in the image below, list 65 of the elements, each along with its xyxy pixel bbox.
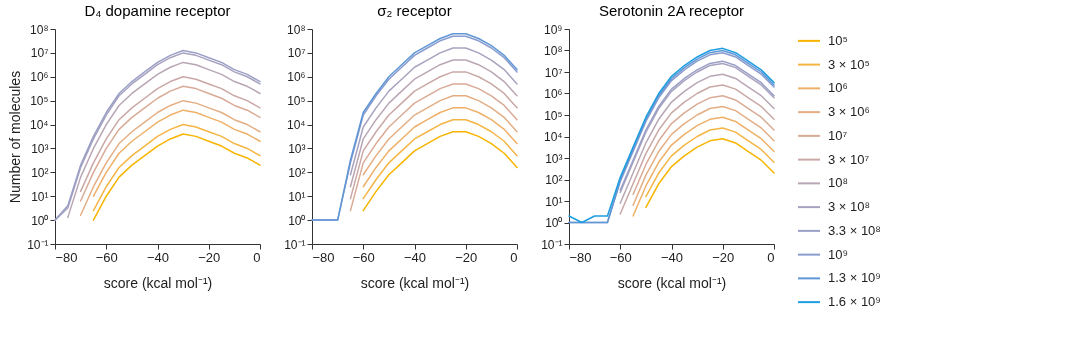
legend-label: 3 × 10⁵ (828, 56, 870, 72)
y-tick-label: 10⁵ (30, 94, 49, 109)
y-tick-label: 10⁶ (30, 70, 49, 85)
y-tick-label: 10² (31, 165, 49, 180)
legend-label: 3.3 × 10⁸ (828, 222, 881, 238)
legend-label: 10⁹ (828, 246, 849, 262)
legend-label: 3 × 10⁶ (828, 104, 870, 120)
y-tick-label: 10³ (545, 151, 563, 166)
x-tick-label: −60 (95, 249, 118, 265)
legend-label: 3 × 10⁷ (828, 151, 870, 167)
x-tick-label: 0 (253, 249, 261, 265)
y-tick-label: 10⁶ (287, 70, 306, 85)
y-tick-label: 10¹ (545, 194, 563, 209)
legend-label: 1.6 × 10⁹ (828, 294, 881, 310)
x-tick-label: −60 (352, 249, 375, 265)
x-tick-label: −80 (569, 249, 592, 265)
x-tick-label: −40 (403, 249, 427, 265)
legend-label: 1.3 × 10⁹ (828, 270, 881, 286)
y-tick-label: 10³ (31, 141, 49, 156)
x-axis-title: score (kcal mol⁻¹) (360, 274, 470, 291)
legend-label: 3 × 10⁸ (828, 199, 870, 215)
x-tick-label: −60 (609, 249, 632, 265)
y-tick-label: 10¹ (288, 189, 306, 204)
y-tick-label: 10² (288, 165, 306, 180)
y-tick-label: 10⁰ (31, 213, 49, 228)
y-tick-label: 10⁰ (288, 213, 306, 228)
y-tick-label: 10⁷ (544, 65, 563, 80)
y-tick-label: 10⁴ (286, 118, 306, 133)
chart-title: Serotonin 2A receptor (598, 2, 745, 19)
y-tick-label: 10⁰ (545, 216, 563, 230)
legend-label: 10⁵ (828, 32, 848, 48)
x-tick-label: −40 (660, 249, 684, 265)
y-tick-label: 10⁵ (287, 94, 306, 109)
x-axis-title: score (kcal mol⁻¹) (103, 274, 213, 291)
y-tick-label: 10⁻¹ (541, 237, 563, 252)
y-tick-label: 10⁻¹ (27, 237, 49, 252)
chart-title: σ₂ receptor (377, 2, 452, 19)
y-tick-label: 10⁻¹ (284, 237, 306, 252)
x-tick-label: 0 (510, 249, 518, 265)
x-tick-label: −20 (455, 249, 478, 265)
legend-label: 10⁶ (828, 80, 848, 96)
y-tick-label: 10⁸ (287, 22, 306, 37)
y-axis-title: Number of molecules (7, 70, 24, 204)
x-tick-label: −80 (55, 249, 78, 265)
y-tick-label: 10⁴ (29, 118, 49, 133)
y-tick-label: 10⁶ (544, 87, 563, 101)
y-tick-label: 10⁴ (543, 130, 563, 144)
x-tick-label: −40 (146, 249, 170, 265)
y-tick-label: 10² (545, 173, 563, 187)
x-axis-title: score (kcal mol⁻¹) (617, 274, 727, 291)
y-tick-label: 10³ (288, 141, 306, 156)
chart-title: D₄ dopamine receptor (84, 2, 231, 19)
y-tick-label: 10¹ (31, 189, 49, 204)
y-tick-label: 10⁹ (544, 22, 563, 37)
y-tick-label: 10⁵ (544, 108, 563, 123)
x-tick-label: −20 (198, 249, 221, 265)
y-tick-label: 10⁸ (544, 44, 563, 58)
x-tick-label: 0 (767, 249, 775, 265)
y-tick-label: 10⁸ (30, 22, 49, 37)
y-tick-label: 10⁷ (30, 46, 49, 61)
legend-label: 10⁷ (828, 127, 848, 143)
x-tick-label: −80 (312, 249, 335, 265)
legend-label: 10⁸ (828, 175, 848, 191)
x-tick-label: −20 (712, 249, 735, 265)
y-tick-label: 10⁷ (287, 46, 306, 61)
